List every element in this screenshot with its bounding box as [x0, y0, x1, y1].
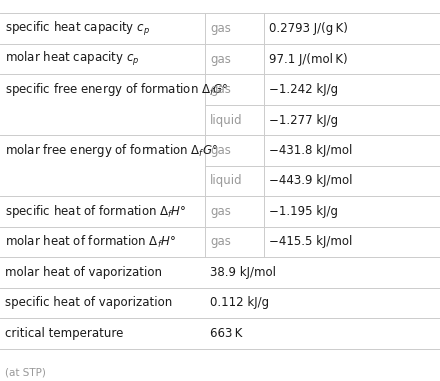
Text: −1.195 kJ/g: −1.195 kJ/g [269, 205, 338, 218]
Text: specific free energy of formation $\Delta_f G°$: specific free energy of formation $\Delt… [5, 81, 229, 98]
Text: molar heat of vaporization: molar heat of vaporization [5, 266, 162, 279]
Text: 663 K: 663 K [210, 327, 242, 340]
Text: −443.9 kJ/mol: −443.9 kJ/mol [269, 174, 353, 187]
Text: critical temperature: critical temperature [5, 327, 124, 340]
Text: (at STP): (at STP) [5, 368, 46, 378]
Text: −1.277 kJ/g: −1.277 kJ/g [269, 114, 338, 126]
Text: −415.5 kJ/mol: −415.5 kJ/mol [269, 235, 352, 248]
Text: 0.2793 J/(g K): 0.2793 J/(g K) [269, 22, 348, 35]
Text: 38.9 kJ/mol: 38.9 kJ/mol [210, 266, 276, 279]
Text: molar heat capacity $c_p$: molar heat capacity $c_p$ [5, 50, 140, 68]
Text: specific heat of formation $\Delta_f H°$: specific heat of formation $\Delta_f H°$ [5, 203, 187, 220]
Text: liquid: liquid [210, 114, 242, 126]
Text: gas: gas [210, 235, 231, 248]
Text: gas: gas [210, 144, 231, 157]
Text: gas: gas [210, 53, 231, 66]
Text: liquid: liquid [210, 174, 242, 187]
Text: gas: gas [210, 83, 231, 96]
Text: gas: gas [210, 22, 231, 35]
Text: specific heat of vaporization: specific heat of vaporization [5, 296, 172, 309]
Text: −431.8 kJ/mol: −431.8 kJ/mol [269, 144, 352, 157]
Text: molar free energy of formation $\Delta_f G°$: molar free energy of formation $\Delta_f… [5, 142, 218, 159]
Text: −1.242 kJ/g: −1.242 kJ/g [269, 83, 338, 96]
Text: 0.112 kJ/g: 0.112 kJ/g [210, 296, 269, 309]
Text: 97.1 J/(mol K): 97.1 J/(mol K) [269, 53, 348, 66]
Text: specific heat capacity $c_p$: specific heat capacity $c_p$ [5, 19, 150, 38]
Text: molar heat of formation $\Delta_f H°$: molar heat of formation $\Delta_f H°$ [5, 234, 176, 250]
Text: gas: gas [210, 205, 231, 218]
